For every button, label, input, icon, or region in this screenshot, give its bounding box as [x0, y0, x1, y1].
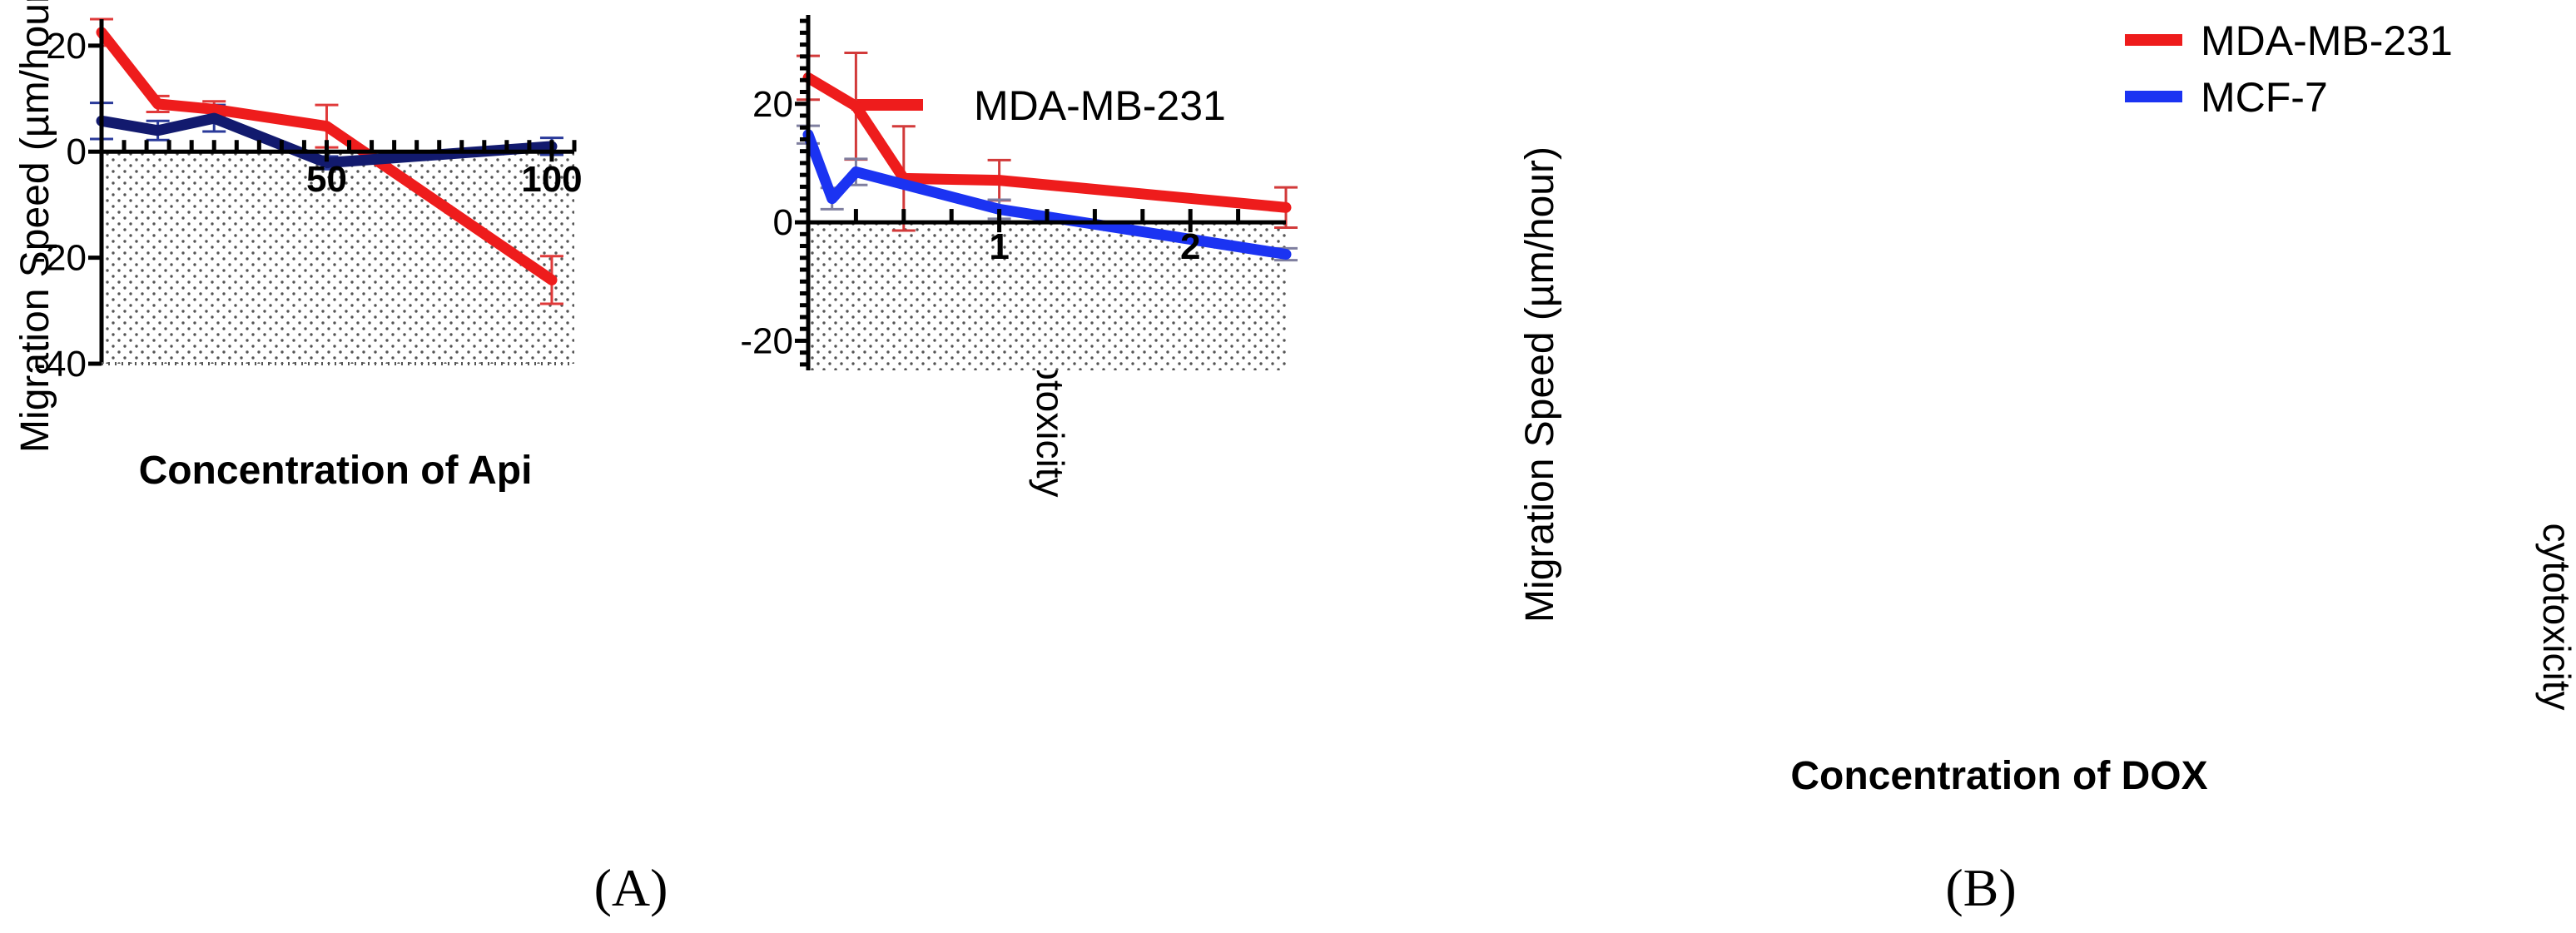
series-line-mda-mb-231	[96, 27, 558, 285]
x-tick-label-2: 2	[1180, 226, 1200, 267]
series-lines	[96, 27, 558, 285]
axis-ticks	[88, 43, 577, 366]
legend-label-mda-mb-231: MDA-MB-231	[974, 82, 1226, 129]
legend-label-mda-mb-231: MDA-MB-231	[2201, 17, 2453, 64]
panel-label-a: (A)	[594, 858, 668, 917]
legend-label-mcf-7: MCF-7	[2201, 74, 2328, 121]
tick-labels: 50 100 20 0 -20 -40	[33, 26, 582, 385]
x-tick-label-50: 50	[306, 159, 347, 200]
y-tick-label-0: 0	[67, 132, 87, 172]
x-axis-title: Concentration of DOX	[1790, 754, 2207, 798]
y-tick-label-0: 0	[773, 202, 793, 243]
series-line-mcf-7	[96, 112, 558, 169]
y-axis-title: Migration Speed (µm/hour)	[1518, 146, 1562, 623]
tick-labels: 1 2 20 0 -20	[740, 84, 1200, 362]
y-tick-label-20: 20	[46, 26, 87, 67]
legend: MDA-MB-231 MCF-7	[2125, 17, 2453, 121]
x-tick-label-1: 1	[989, 226, 1009, 267]
y-tick-label-20: -20	[740, 320, 793, 361]
panel-label-b: (B)	[1945, 858, 2016, 917]
axis-ticks	[795, 18, 1241, 367]
panel-b-chart: 1 2 20 0 -20 Migration Speed (µm/hour) Conce…	[740, 15, 2576, 917]
y-tick-label-40: -40	[33, 344, 87, 385]
y-tick-label-20: 20	[752, 84, 793, 125]
cytotoxicity-region	[102, 151, 574, 364]
x-axis-title: Concentration of Api	[139, 449, 533, 493]
cytotoxicity-annotation: cytotoxicity	[2535, 524, 2576, 711]
series-line-mda-mb-231	[802, 72, 1292, 213]
y-tick-label-20: -20	[33, 238, 87, 279]
y-axis-title: Migration Speed (µm/hour)	[13, 0, 57, 453]
x-tick-label-100: 100	[521, 159, 582, 200]
